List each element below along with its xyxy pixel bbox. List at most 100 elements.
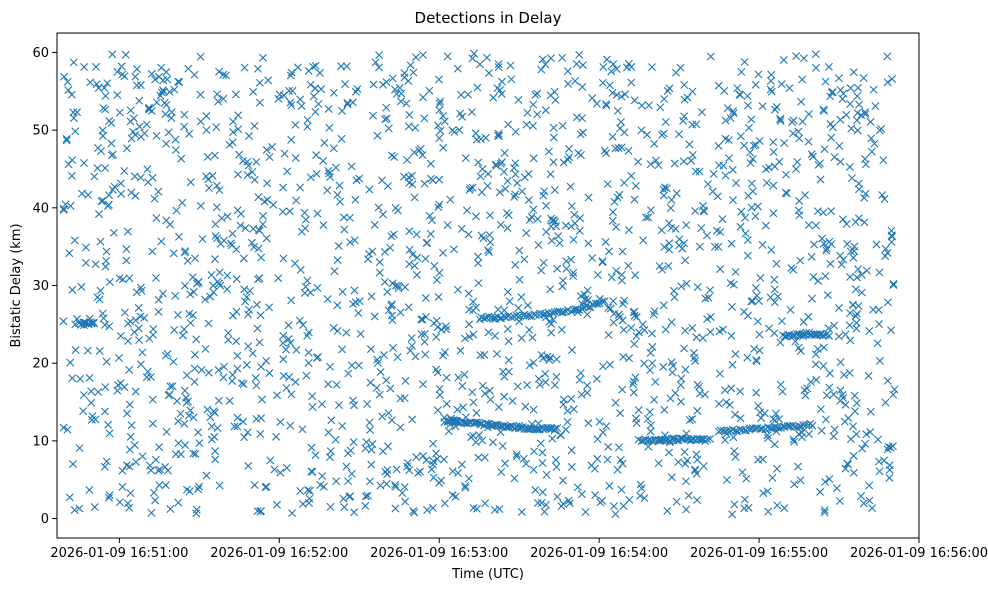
- scatter-point: [865, 327, 874, 335]
- scatter-point: [618, 299, 627, 308]
- scatter-point: [136, 81, 145, 90]
- scatter-point: [398, 489, 407, 497]
- scatter-point: [323, 186, 332, 195]
- scatter-point: [513, 179, 522, 188]
- scatter-point: [69, 108, 78, 117]
- scatter-point: [421, 350, 430, 359]
- scatter-point: [728, 165, 737, 174]
- scatter-point: [433, 406, 442, 415]
- scatter-point: [230, 422, 239, 431]
- scatter-point: [98, 131, 107, 140]
- scatter-point: [470, 49, 479, 58]
- scatter-point: [311, 107, 320, 116]
- scatter-point: [396, 423, 405, 432]
- scatter-point: [308, 403, 317, 411]
- scatter-point: [661, 435, 670, 444]
- scatter-point: [239, 417, 248, 426]
- scatter-point: [410, 148, 419, 157]
- scatter-point: [643, 130, 652, 139]
- scatter-point: [740, 307, 748, 316]
- y-tick-label: 10: [32, 434, 49, 449]
- scatter-point: [120, 383, 129, 392]
- scatter-point: [772, 259, 781, 268]
- scatter-point: [681, 365, 690, 374]
- scatter-point: [490, 331, 499, 340]
- scatter-point: [878, 190, 887, 199]
- scatter-point: [373, 355, 382, 364]
- scatter-point: [715, 369, 724, 378]
- scatter-point: [363, 491, 372, 500]
- scatter-point: [796, 256, 805, 265]
- scatter-point: [303, 116, 312, 125]
- scatter-point: [625, 495, 634, 504]
- scatter-point: [167, 113, 176, 122]
- scatter-point: [185, 309, 194, 318]
- scatter-point: [512, 450, 521, 459]
- scatter-point: [603, 455, 612, 464]
- scatter-point: [255, 78, 264, 87]
- scatter-point: [773, 501, 782, 510]
- scatter-point: [461, 154, 470, 163]
- scatter-point: [825, 383, 834, 392]
- scatter-point: [674, 458, 683, 467]
- scatter-point: [382, 114, 391, 123]
- scatter-point: [264, 76, 273, 85]
- scatter-point: [513, 382, 522, 391]
- scatter-point: [496, 220, 505, 229]
- scatter-point: [154, 295, 163, 304]
- scatter-point: [122, 144, 131, 153]
- scatter-point: [813, 344, 822, 353]
- scatter-point: [174, 439, 183, 448]
- scatter-point: [525, 311, 534, 320]
- scatter-point: [790, 480, 799, 489]
- scatter-point: [727, 384, 736, 393]
- scatter-point: [257, 362, 266, 371]
- scatter-point: [443, 221, 452, 230]
- scatter-point: [210, 255, 219, 264]
- scatter-point: [60, 72, 69, 81]
- scatter-point: [439, 111, 447, 120]
- scatter-point: [457, 224, 466, 233]
- scatter-point: [740, 504, 749, 513]
- scatter-point: [478, 436, 487, 445]
- scatter-point: [731, 350, 740, 359]
- scatter-point: [99, 104, 108, 113]
- scatter-point: [406, 61, 415, 70]
- scatter-point: [198, 235, 207, 243]
- scatter-point: [811, 50, 820, 59]
- scatter-point: [256, 311, 265, 320]
- scatter-point: [100, 83, 109, 92]
- scatter-point: [458, 381, 467, 390]
- scatter-point: [249, 87, 258, 96]
- scatter-point: [730, 500, 739, 509]
- scatter-point: [151, 496, 160, 505]
- scatter-point: [521, 402, 530, 411]
- scatter-point: [563, 67, 572, 76]
- scatter-point: [670, 159, 679, 168]
- scatter-point: [550, 424, 559, 433]
- scatter-point: [867, 134, 876, 143]
- scatter-point: [349, 438, 358, 447]
- scatter-point: [693, 496, 701, 505]
- scatter-point: [821, 272, 830, 281]
- scatter-point: [403, 458, 412, 467]
- scatter-point: [212, 181, 221, 190]
- scatter-point: [789, 435, 798, 444]
- scatter-point: [500, 372, 509, 381]
- scatter-point: [728, 510, 737, 519]
- scatter-point: [493, 84, 502, 93]
- scatter-point: [755, 346, 764, 355]
- scatter-point: [854, 179, 863, 188]
- scatter-point: [333, 326, 342, 335]
- scatter-point: [202, 112, 211, 121]
- scatter-point: [799, 317, 808, 326]
- scatter-point: [480, 314, 489, 323]
- scatter-point: [847, 174, 856, 183]
- scatter-point: [763, 431, 772, 440]
- scatter-point: [318, 400, 327, 409]
- scatter-point: [627, 323, 636, 332]
- scatter-point: [287, 68, 296, 77]
- scatter-point: [143, 367, 152, 376]
- scatter-point: [469, 431, 478, 440]
